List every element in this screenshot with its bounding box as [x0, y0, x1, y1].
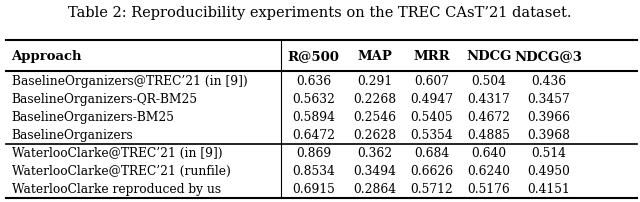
Text: 0.640: 0.640	[471, 146, 506, 159]
Text: 0.4151: 0.4151	[527, 182, 570, 195]
Text: 0.869: 0.869	[296, 146, 332, 159]
Text: 0.2628: 0.2628	[354, 128, 397, 141]
Text: 0.2546: 0.2546	[354, 110, 397, 123]
Text: 0.6472: 0.6472	[292, 128, 335, 141]
Text: MAP: MAP	[358, 49, 392, 63]
Text: 0.5176: 0.5176	[467, 182, 510, 195]
Text: 0.6240: 0.6240	[467, 164, 510, 177]
Text: 0.4947: 0.4947	[410, 92, 453, 105]
Text: 0.3494: 0.3494	[354, 164, 397, 177]
Text: 0.504: 0.504	[471, 74, 506, 87]
Text: 0.607: 0.607	[415, 74, 449, 87]
Text: 0.291: 0.291	[358, 74, 393, 87]
Text: 0.6626: 0.6626	[410, 164, 454, 177]
Text: MRR: MRR	[413, 49, 450, 63]
Text: 0.3457: 0.3457	[527, 92, 570, 105]
Text: 0.5632: 0.5632	[292, 92, 335, 105]
Text: 0.2864: 0.2864	[354, 182, 397, 195]
Text: WaterlooClarke@TREC’21 (in [9]): WaterlooClarke@TREC’21 (in [9])	[12, 146, 222, 159]
Text: Approach: Approach	[12, 49, 82, 63]
Text: BaselineOrganizers-BM25: BaselineOrganizers-BM25	[12, 110, 175, 123]
Text: 0.4672: 0.4672	[467, 110, 510, 123]
Text: 0.6915: 0.6915	[292, 182, 335, 195]
Text: BaselineOrganizers@TREC’21 (in [9]): BaselineOrganizers@TREC’21 (in [9])	[12, 74, 247, 87]
Text: 0.8534: 0.8534	[292, 164, 335, 177]
Text: 0.3968: 0.3968	[527, 128, 570, 141]
Text: 0.4317: 0.4317	[467, 92, 510, 105]
Text: 0.4885: 0.4885	[467, 128, 510, 141]
Text: NDCG: NDCG	[466, 49, 511, 63]
Text: 0.3966: 0.3966	[527, 110, 570, 123]
Text: R@500: R@500	[288, 49, 340, 63]
Text: 0.514: 0.514	[531, 146, 566, 159]
Text: 0.684: 0.684	[414, 146, 449, 159]
Text: 0.436: 0.436	[531, 74, 566, 87]
Text: 0.636: 0.636	[296, 74, 332, 87]
Text: 0.5354: 0.5354	[410, 128, 453, 141]
Text: 0.5712: 0.5712	[410, 182, 453, 195]
Text: 0.5405: 0.5405	[410, 110, 453, 123]
Text: 0.362: 0.362	[358, 146, 393, 159]
Text: 0.5894: 0.5894	[292, 110, 335, 123]
Text: NDCG@3: NDCG@3	[515, 49, 582, 63]
Text: WaterlooClarke reproduced by us: WaterlooClarke reproduced by us	[12, 182, 221, 195]
Text: Table 2: Reproducibility experiments on the TREC CAsT’21 dataset.: Table 2: Reproducibility experiments on …	[68, 6, 572, 20]
Text: WaterlooClarke@TREC’21 (runfile): WaterlooClarke@TREC’21 (runfile)	[12, 164, 230, 177]
Text: BaselineOrganizers-QR-BM25: BaselineOrganizers-QR-BM25	[12, 92, 198, 105]
Text: 0.4950: 0.4950	[527, 164, 570, 177]
Text: 0.2268: 0.2268	[354, 92, 397, 105]
Text: BaselineOrganizers: BaselineOrganizers	[12, 128, 133, 141]
